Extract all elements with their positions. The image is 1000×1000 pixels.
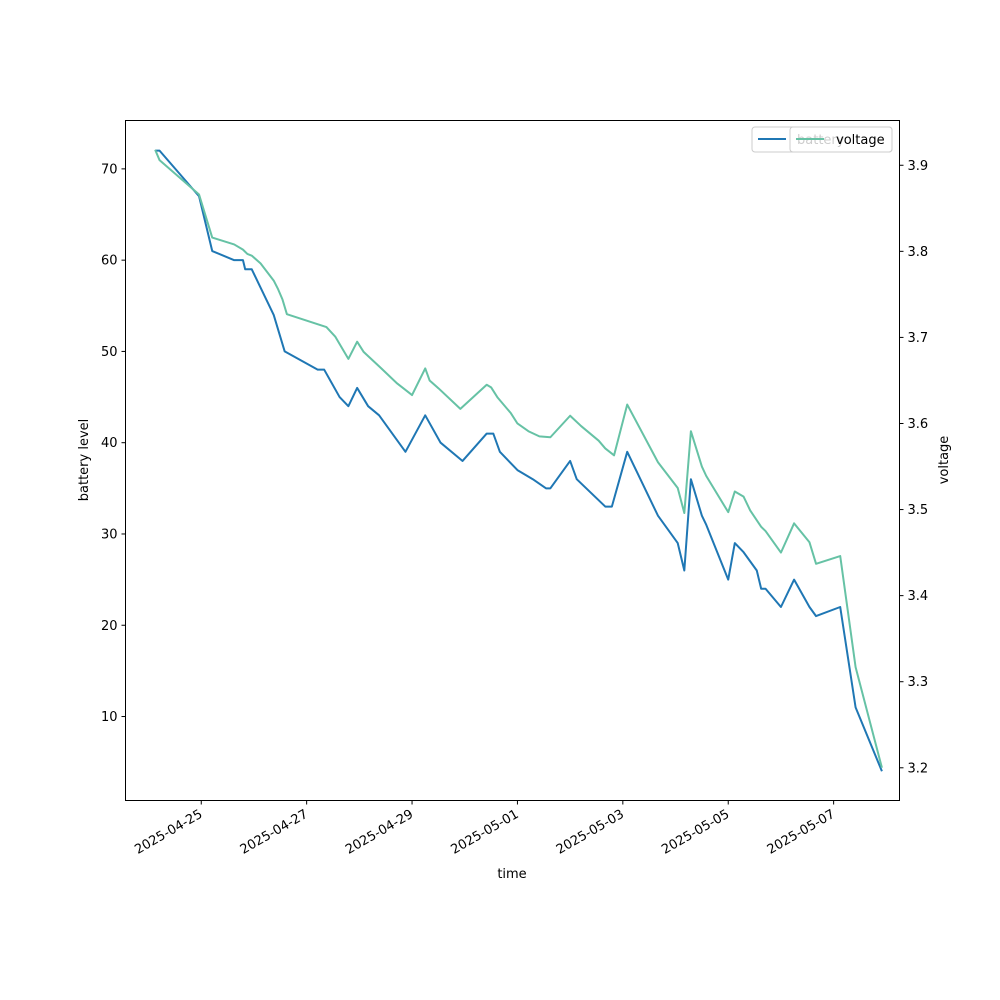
- y-right-tick-label: 3.7: [908, 331, 929, 346]
- y-axis-left: 10 20 30 40 50 60 70: [101, 162, 126, 725]
- x-tick-label: 2025-05-01: [449, 807, 522, 858]
- legend-voltage: voltage: [789, 126, 893, 153]
- y-right-tick-label: 3.4: [908, 589, 929, 604]
- y-right-tick-label: 3.6: [908, 417, 929, 432]
- y-right-tick-label: 3.2: [908, 761, 929, 776]
- series-line-battery: [155, 149, 883, 772]
- x-tick-label: 2025-04-29: [343, 807, 416, 858]
- plot-frame: [125, 120, 900, 801]
- x-axis-title: time: [497, 867, 526, 882]
- y-axis-left-title: battery level: [77, 419, 92, 502]
- y-left-tick-label: 10: [101, 710, 118, 725]
- x-tick-label: 2025-05-05: [659, 807, 732, 858]
- legend-voltage-label: voltage: [836, 133, 885, 148]
- y-left-tick-label: 40: [101, 436, 118, 451]
- y-axis-right: 3.2 3.3 3.4 3.5 3.6 3.7 3.8 3.9: [899, 159, 929, 776]
- x-tick-label: 2025-05-03: [554, 807, 627, 858]
- y-left-tick-label: 30: [101, 527, 118, 542]
- y-right-tick-label: 3.8: [908, 245, 929, 260]
- y-right-tick-label: 3.9: [908, 159, 929, 174]
- y-left-tick-label: 20: [101, 619, 118, 634]
- plot-marks: [154, 149, 883, 772]
- y-left-tick-label: 70: [101, 162, 118, 177]
- y-left-tick-label: 60: [101, 254, 118, 269]
- legend-voltage-box: [789, 126, 893, 153]
- y-right-tick-label: 3.3: [908, 675, 929, 690]
- y-axis-right-title: voltage: [937, 436, 952, 485]
- x-tick-label: 2025-05-07: [765, 807, 838, 858]
- y-left-tick-label: 50: [101, 345, 118, 360]
- series-line-voltage: [154, 149, 883, 769]
- y-right-tick-label: 3.5: [908, 503, 929, 518]
- x-tick-label: 2025-04-25: [132, 807, 205, 858]
- x-tick-label: 2025-04-27: [238, 807, 311, 858]
- x-axis: 2025-04-25 2025-04-27 2025-04-29 2025-05-01…: [132, 800, 838, 858]
